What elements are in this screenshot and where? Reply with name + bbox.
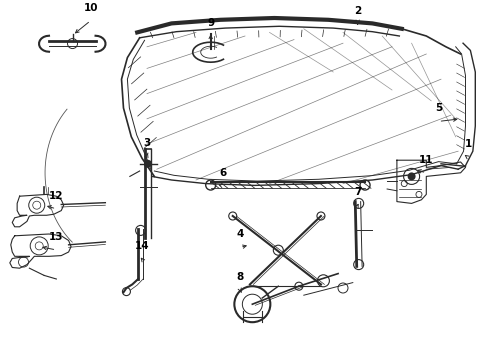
Text: 10: 10: [83, 3, 98, 13]
Text: 8: 8: [237, 271, 244, 282]
Text: 1: 1: [465, 139, 471, 149]
Text: 3: 3: [144, 138, 150, 148]
Circle shape: [144, 160, 152, 168]
Text: 13: 13: [49, 232, 64, 242]
Text: 11: 11: [419, 155, 434, 165]
Circle shape: [408, 172, 416, 180]
Text: 12: 12: [49, 191, 64, 201]
Text: 14: 14: [135, 241, 149, 251]
Text: 2: 2: [354, 6, 361, 16]
Text: 5: 5: [435, 103, 442, 113]
Text: 9: 9: [207, 18, 214, 28]
Text: 6: 6: [220, 168, 226, 178]
Text: 4: 4: [236, 229, 244, 239]
Text: 7: 7: [354, 187, 362, 197]
